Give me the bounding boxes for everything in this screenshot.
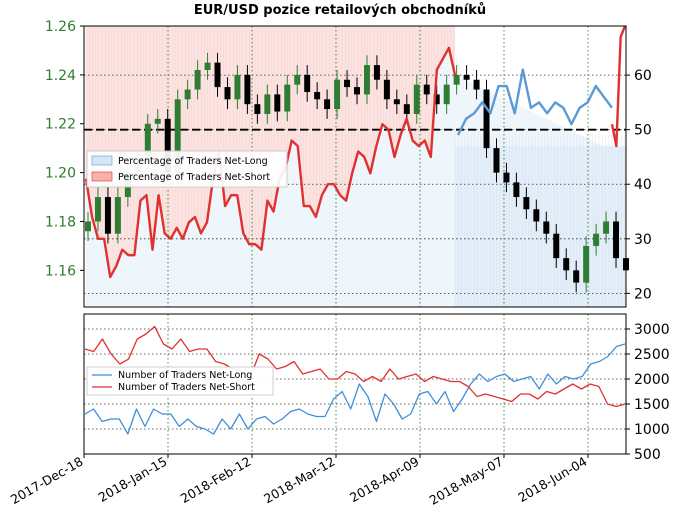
- x-axis-tick-label: 2018-Mar-12: [261, 454, 337, 507]
- candle-body: [284, 84, 291, 112]
- candle-body: [473, 79, 480, 90]
- legend-label-count-net-short: Number of Traders Net-Short: [118, 382, 255, 393]
- right-axis-tick-label: 60: [634, 68, 652, 84]
- legend-label-net-short: Percentage of Traders Net-Short: [118, 172, 270, 183]
- bottom-right-axis-tick-label: 1000: [634, 422, 670, 438]
- candle-body: [304, 74, 311, 92]
- legend-swatch-net-long: [91, 155, 113, 166]
- candle-body: [274, 94, 281, 112]
- right-axis-tick-label: 20: [634, 286, 652, 302]
- candle-body: [104, 197, 111, 234]
- x-axis-tick-label: 2018-Jun-04: [515, 454, 589, 505]
- right-axis-tick-label: 40: [634, 177, 652, 193]
- candle-body: [573, 270, 580, 283]
- candle-body: [144, 123, 151, 161]
- candle-body: [383, 79, 390, 100]
- right-axis-tick-label: 30: [634, 232, 652, 248]
- candle-body: [533, 209, 540, 222]
- candle-body: [513, 182, 520, 198]
- candle-body: [334, 79, 341, 110]
- candle-body: [363, 65, 370, 95]
- bottom-right-axis-tick-label: 500: [634, 447, 661, 463]
- candle-body: [613, 221, 620, 259]
- candle-body: [563, 258, 570, 271]
- candle-body: [184, 89, 191, 100]
- candle-body: [443, 84, 450, 105]
- x-axis-tick-label: 2018-Jan-15: [96, 454, 170, 505]
- net-short-line-end: [610, 25, 627, 148]
- bottom-right-axis-tick-label: 3000: [634, 322, 670, 338]
- x-axis-tick-label: 2018-May-07: [427, 454, 506, 508]
- bottom-legend-box: [86, 366, 274, 396]
- right-axis-tick-label: 50: [634, 123, 652, 139]
- candle-body: [164, 118, 171, 173]
- left-axis-tick-label: 1.24: [45, 68, 76, 84]
- candle-body: [94, 197, 101, 222]
- top-legend: Percentage of Traders Net-Long Percentage…: [86, 150, 288, 188]
- bottom-panel-frame: [83, 313, 627, 455]
- legend-label-net-long: Percentage of Traders Net-Long: [118, 156, 268, 167]
- candle-body: [354, 87, 360, 95]
- top-legend-box: [86, 150, 288, 188]
- candle-body: [493, 148, 500, 173]
- left-axis-tick-label: 1.16: [45, 263, 76, 279]
- candle-body: [413, 84, 420, 114]
- candle-body: [503, 172, 510, 183]
- x-axis-tick-label: 2018-Apr-09: [347, 454, 421, 506]
- left-axis-tick-label: 1.20: [45, 166, 76, 182]
- bottom-net-long-line: [84, 343, 626, 435]
- legend-swatch-net-short: [91, 171, 113, 182]
- candle-body: [254, 104, 261, 114]
- candle-body: [224, 87, 231, 100]
- candle-body: [294, 74, 301, 85]
- candle-body: [373, 65, 380, 80]
- x-axis-tick-label: 2017-Dec-18: [8, 454, 86, 507]
- candle-body: [453, 74, 460, 85]
- candle-body: [403, 104, 410, 114]
- bottom-right-axis-tick-label: 2500: [634, 347, 670, 363]
- left-axis-tick-label: 1.22: [45, 117, 76, 133]
- candle-body: [483, 89, 490, 149]
- candle-body: [204, 62, 211, 70]
- candle-body: [463, 74, 470, 80]
- candle-body: [174, 99, 181, 173]
- candle-body: [85, 221, 91, 232]
- candle-body: [324, 99, 331, 110]
- candle-body: [523, 197, 530, 210]
- candle-body: [423, 84, 430, 95]
- candle-body: [114, 197, 121, 234]
- chart-title: EUR/USD pozice retailových obchodníků: [193, 3, 487, 18]
- x-axis-tick-label: 2018-Feb-12: [178, 454, 254, 506]
- candle-body: [603, 221, 610, 234]
- candle-body: [553, 233, 560, 259]
- net-long-line: [456, 68, 613, 136]
- candle-body: [433, 94, 440, 105]
- candle-body: [314, 91, 321, 100]
- candle-body: [393, 99, 400, 105]
- candle-body: [593, 233, 600, 246]
- left-axis-tick-label: 1.26: [45, 19, 76, 35]
- candle-body: [344, 79, 351, 88]
- candle-body: [583, 245, 590, 283]
- candle-body: [264, 94, 271, 114]
- candle-body: [234, 74, 241, 100]
- candle-body: [543, 221, 550, 234]
- bottom-right-axis-tick-label: 1500: [634, 397, 670, 413]
- candle-body: [154, 118, 161, 124]
- left-axis-tick-label: 1.18: [45, 214, 76, 230]
- candle-body: [194, 69, 201, 90]
- bottom-net-short-line: [84, 325, 626, 408]
- candle-body: [214, 62, 221, 88]
- bottom-right-axis-tick-label: 2000: [634, 372, 670, 388]
- net-short-line: [84, 46, 457, 279]
- candle-body: [244, 74, 251, 105]
- top-panel-frame: [83, 25, 627, 308]
- legend-label-count-net-long: Number of Traders Net-Long: [118, 370, 252, 381]
